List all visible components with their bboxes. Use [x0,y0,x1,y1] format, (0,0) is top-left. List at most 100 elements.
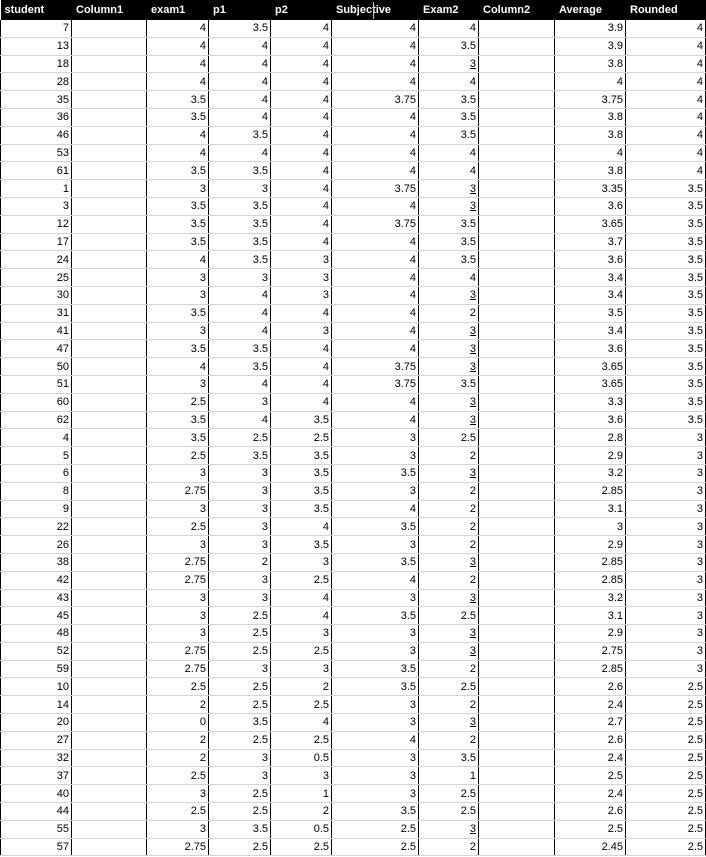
cell-exam2[interactable]: 3.5 [418,215,479,234]
cell-p1[interactable]: 2.5 [208,695,271,715]
cell-p2[interactable]: 4 [270,20,332,38]
cell-subjective[interactable]: 3 [331,624,419,643]
cell-average[interactable]: 2.6 [554,677,626,697]
cell-column1[interactable] [71,766,147,786]
cell-rounded[interactable]: 3 [625,660,706,679]
cell-column1[interactable] [71,713,147,732]
cell-student[interactable]: 18 [0,55,72,74]
cell-student[interactable]: 48 [0,624,72,643]
cell-subjective[interactable]: 3.5 [331,517,419,537]
cell-rounded[interactable]: 3.5 [625,322,706,341]
cell-student[interactable]: 42 [0,571,72,590]
cell-student[interactable]: 51 [0,375,72,394]
cell-subjective[interactable]: 4 [331,250,419,270]
cell-exam2[interactable]: 2 [418,446,479,465]
cell-subjective[interactable]: 3 [331,784,419,804]
cell-column1[interactable] [71,286,147,305]
cell-column1[interactable] [71,535,147,554]
cell-column1[interactable] [71,55,147,74]
cell-p2[interactable]: 4 [270,304,332,323]
cell-subjective[interactable]: 3.5 [331,553,419,572]
cell-p2[interactable]: 3.5 [270,411,332,430]
cell-p2[interactable]: 0.5 [270,820,332,839]
cell-column2[interactable] [478,571,555,590]
cell-rounded[interactable]: 4 [625,144,706,163]
cell-p2[interactable]: 4 [270,606,332,626]
cell-p1[interactable]: 3 [208,749,271,768]
cell-exam2[interactable]: 3 [418,55,479,74]
cell-subjective[interactable]: 4 [331,268,419,287]
cell-p2[interactable]: 4 [270,713,332,732]
cell-column1[interactable] [71,411,147,430]
cell-exam1[interactable]: 3.5 [146,233,209,252]
cell-column2[interactable] [478,802,555,821]
cell-subjective[interactable]: 4 [331,339,419,359]
cell-p2[interactable]: 2.5 [270,642,332,661]
cell-rounded[interactable]: 2.5 [625,820,706,839]
cell-exam1[interactable]: 2.75 [146,660,209,679]
cell-average[interactable]: 3.4 [554,322,626,341]
cell-exam1[interactable]: 3 [146,500,209,519]
cell-column2[interactable] [478,322,555,341]
cell-rounded[interactable]: 2.5 [625,838,706,857]
cell-column1[interactable] [71,749,147,768]
cell-p2[interactable]: 4 [270,215,332,234]
header-exam2[interactable]: Exam2 [418,0,479,20]
cell-exam1[interactable]: 4 [146,126,209,145]
cell-exam2[interactable]: 2 [418,482,479,501]
cell-p2[interactable]: 4 [270,339,332,359]
cell-p1[interactable]: 3.5 [208,339,271,359]
cell-exam1[interactable]: 3 [146,286,209,305]
cell-column1[interactable] [71,126,147,145]
cell-rounded[interactable]: 3.5 [625,286,706,305]
cell-p1[interactable]: 3 [208,500,271,519]
cell-exam2[interactable]: 3 [418,553,479,572]
cell-p2[interactable]: 4 [270,161,332,181]
cell-p1[interactable]: 4 [208,322,271,341]
cell-exam1[interactable]: 2.5 [146,517,209,537]
cell-p1[interactable]: 4 [208,144,271,163]
cell-average[interactable]: 2.75 [554,642,626,661]
cell-column1[interactable] [71,677,147,697]
cell-column1[interactable] [71,571,147,590]
cell-column2[interactable] [478,215,555,234]
cell-rounded[interactable]: 4 [625,126,706,145]
cell-student[interactable]: 36 [0,108,72,127]
cell-column1[interactable] [71,322,147,341]
cell-p2[interactable]: 3.5 [270,446,332,465]
cell-column1[interactable] [71,624,147,643]
cell-exam2[interactable]: 2 [418,304,479,323]
cell-exam2[interactable]: 2.5 [418,677,479,697]
cell-subjective[interactable]: 4 [331,286,419,305]
cell-column2[interactable] [478,179,555,198]
cell-p2[interactable]: 3 [270,660,332,679]
cell-rounded[interactable]: 3.5 [625,375,706,394]
cell-p1[interactable]: 4 [208,286,271,305]
cell-exam2[interactable]: 3 [418,179,479,198]
cell-subjective[interactable]: 3 [331,642,419,661]
cell-exam2[interactable]: 4 [418,161,479,181]
cell-exam1[interactable]: 3 [146,606,209,626]
cell-subjective[interactable]: 2.5 [331,820,419,839]
cell-column2[interactable] [478,838,555,857]
cell-exam1[interactable]: 2 [146,695,209,715]
cell-average[interactable]: 3.3 [554,393,626,412]
cell-p1[interactable]: 3 [208,589,271,608]
cell-average[interactable]: 3.9 [554,37,626,56]
cell-column1[interactable] [71,375,147,394]
cell-exam2[interactable]: 2 [418,500,479,519]
cell-p2[interactable]: 4 [270,55,332,74]
cell-column2[interactable] [478,482,555,501]
cell-exam2[interactable]: 1 [418,766,479,786]
cell-column2[interactable] [478,304,555,323]
cell-average[interactable]: 3.1 [554,500,626,519]
cell-exam2[interactable]: 3 [418,820,479,839]
cell-p1[interactable]: 3.5 [208,357,271,376]
cell-student[interactable]: 14 [0,695,72,715]
cell-subjective[interactable]: 4 [331,55,419,74]
cell-exam2[interactable]: 2.5 [418,784,479,804]
cell-exam1[interactable]: 3 [146,624,209,643]
cell-exam1[interactable]: 3 [146,179,209,198]
cell-subjective[interactable]: 4 [331,571,419,590]
cell-exam1[interactable]: 2.75 [146,571,209,590]
